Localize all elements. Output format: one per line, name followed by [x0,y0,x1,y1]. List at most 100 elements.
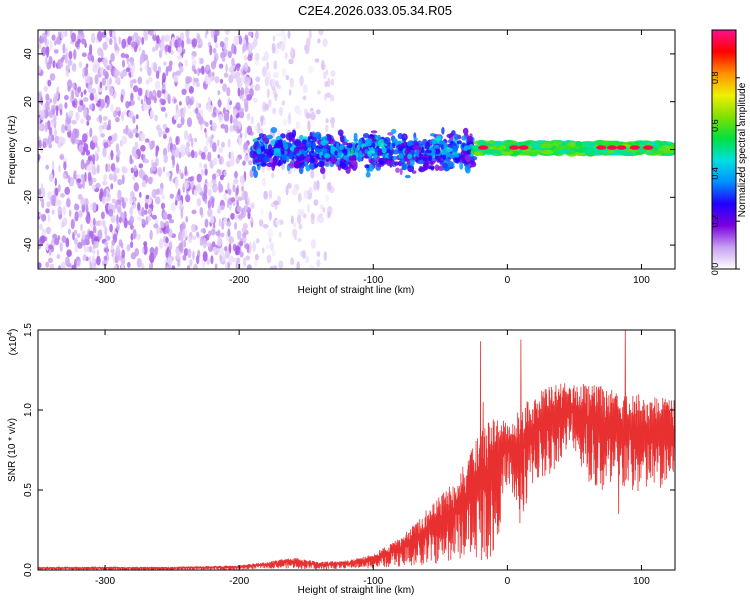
spectrogram-cell [323,153,331,159]
spectrogram-cell [93,236,99,242]
spectrogram-cell [38,117,41,125]
spectrogram-cell [209,180,213,189]
spectrogram-cell [41,213,47,222]
spectrogram-hot-spot [518,145,529,150]
spectrogram-cell [76,233,81,239]
spectrogram-cell [120,212,125,219]
spectrogram-cell [78,144,84,154]
spectrogram-cell [122,167,128,174]
spectrogram-cell [97,229,103,240]
spectrogram-cell [163,134,167,139]
spectrogram-cell [269,242,275,251]
spectrogram-cell [97,146,100,153]
spectrogram-cell [212,106,217,117]
spectrogram-cell [365,171,371,178]
spectrogram-cell [48,127,53,137]
spectrogram-cell [233,222,238,230]
spectrogram-cell [133,165,137,172]
spectrogram-cell [120,264,125,269]
spectrogram-cell [494,141,505,146]
spectrogram-cell [192,250,195,261]
spectrogram-cell [392,142,396,149]
spectrogram-cell [348,155,356,161]
spectrogram-cell [231,57,235,66]
spectrogram-cell [353,132,358,141]
spectrogram-cell [316,139,321,145]
spectrogram-cell [67,86,71,92]
spectrogram-cell [72,82,76,90]
spectrogram-cell [196,173,202,183]
spectrogram-cell [278,260,284,269]
spectrogram-cell [175,70,182,76]
spectrogram-cell [102,41,108,51]
spectrogram-cell [64,186,70,195]
spectrogram-cell [89,43,93,55]
snr-x-tick-label: -300 [95,576,115,587]
spectrogram-cell [158,238,164,249]
spectrogram-cell [323,147,327,154]
spectrogram-cell [92,201,97,212]
spectrogram-hot-spot [616,145,627,150]
spectrogram-cell [186,37,191,45]
spectrogram-cell [522,151,537,156]
colorbar-tick-label: 0.0 [710,263,720,276]
spectrogram-cell [254,59,260,67]
spectrogram-cell [433,144,440,149]
spectrogram-cell [51,34,56,41]
colorbar-scale [711,29,737,270]
spectrogram-cell [225,63,228,73]
spectrogram-cell [238,35,243,45]
spectrogram-cell [249,169,254,178]
spectrogram-cell [209,44,213,56]
spectrogram-cell [260,116,264,127]
spectrogram-cell [321,59,325,71]
spectrogram-cell [152,140,156,149]
spectrogram-cell [129,79,133,89]
spectrogram-cell [258,133,265,138]
spectrogram-cell [128,132,134,139]
spectrogram-cell [242,43,247,52]
spectrogram-cell [165,172,171,178]
spectrogram-cell [91,265,97,269]
spectrogram-cell [308,186,313,194]
spectrogram-cell [39,212,42,218]
spectrogram-cell [266,254,272,264]
spectrogram-cell [91,32,96,44]
spectrogram-cell [210,30,214,39]
spectrogram-cell [575,148,586,153]
spectrogram-cell [40,96,43,106]
spectrogram-cell [266,244,270,250]
spectrogram-cell [80,223,83,231]
spectrogram-cell [272,87,277,96]
spectrogram-cell [290,46,294,58]
spectrogram-cell [146,97,152,106]
spectrogram-cell [228,236,234,244]
spectrogram-cell [184,146,190,156]
spectrogram-cell [178,242,184,253]
spectrogram-cell [118,216,122,224]
spectrogram-y-tick-label: -20 [23,190,34,205]
spectrogram-cell [224,36,229,42]
chart-title: C2E4.2026.033.05.34.R05 [298,3,452,18]
spectrogram-cell [92,63,98,73]
spectrogram-cell [271,42,276,54]
spectrogram-cell [371,149,376,154]
spectrogram-cell [236,230,242,240]
spectrogram-cell [230,68,235,76]
spectrogram-cell [45,241,49,251]
spectrogram-cell [137,87,143,97]
spectrogram-cell [181,88,187,96]
spectrogram-cell [183,130,188,141]
spectrogram-cell [235,245,241,256]
spectrogram-cell [109,85,113,95]
spectrogram-cell [146,59,150,69]
spectrogram-cell [176,123,182,129]
spectrogram-cell [45,208,50,214]
spectrogram-cell [219,174,224,181]
spectrogram-cell [174,114,179,121]
spectrogram-cell [339,135,345,143]
spectrogram-cell [312,141,316,150]
spectrogram-cell [184,165,188,176]
spectrogram-cell [104,102,108,108]
spectrogram-cell [218,204,221,212]
